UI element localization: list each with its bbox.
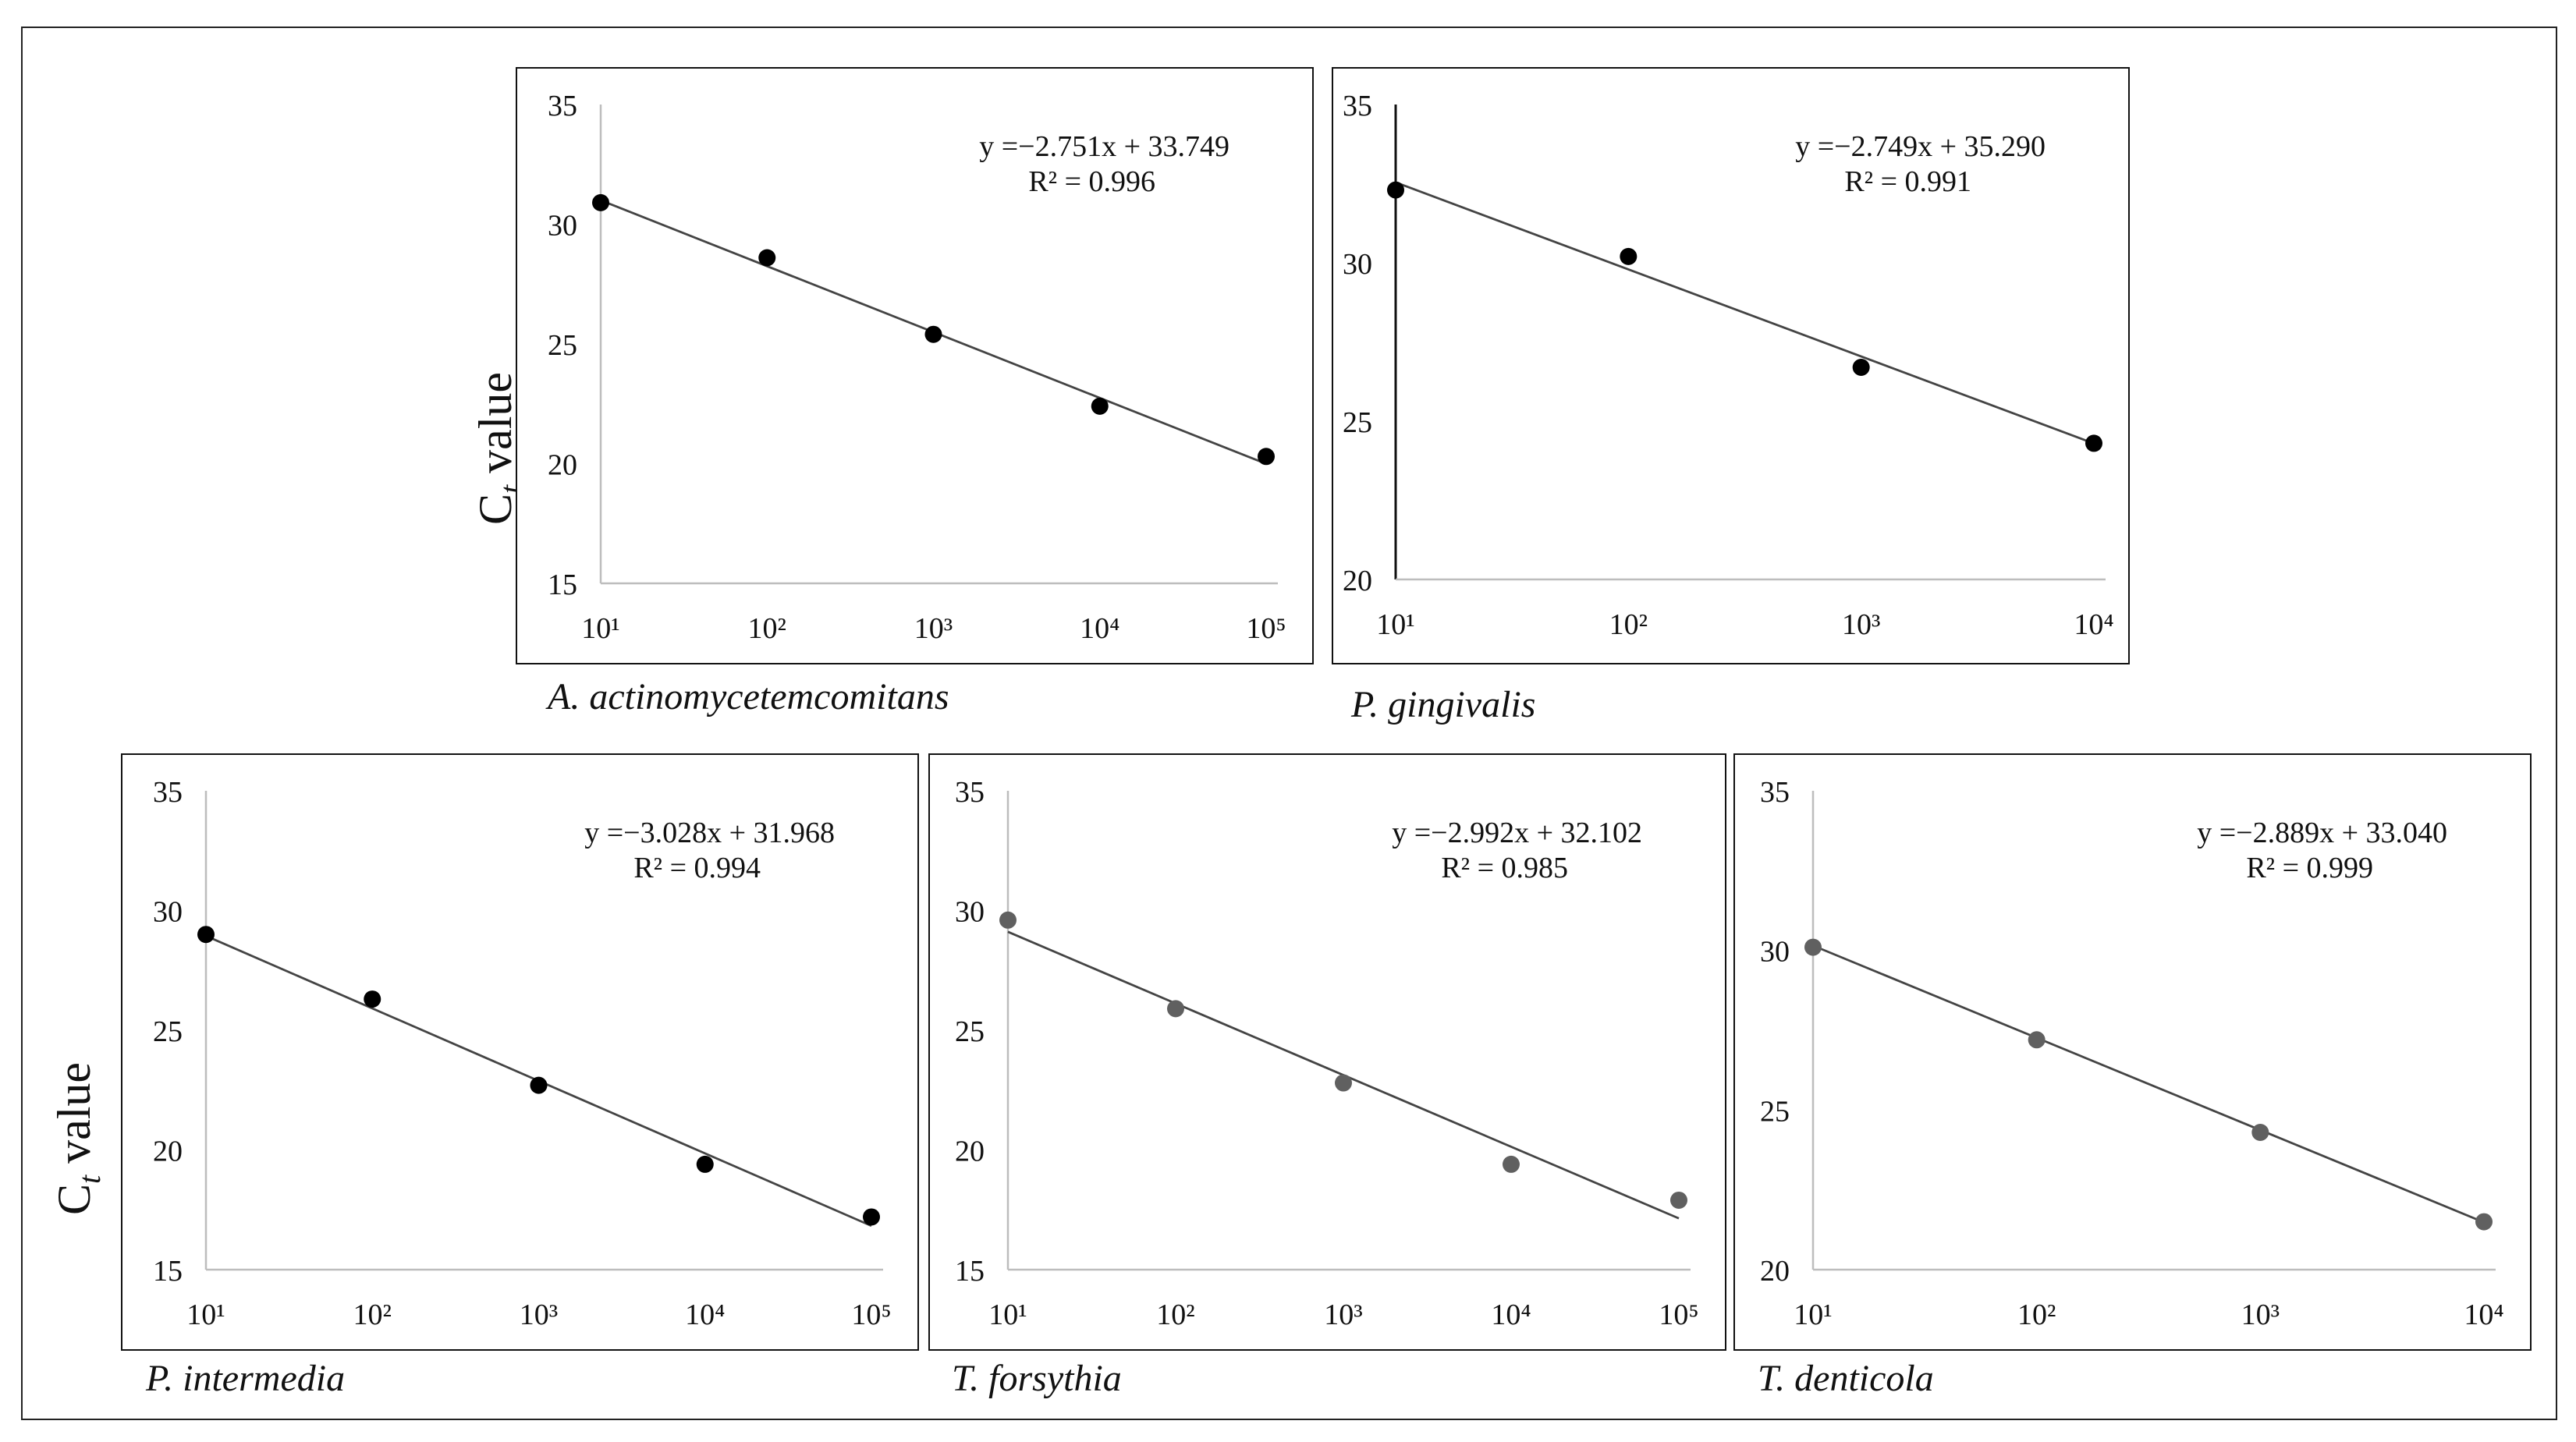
y-tick-label: 20 [955,1136,985,1168]
y-tick-label: 35 [955,776,985,809]
y-tick-label: 30 [548,210,577,243]
x-tick-label: 10³ [1324,1299,1362,1331]
chart-svg-pi: 15 20 25 30 35 10¹ 10² 10³ 10⁴ 10⁵ y =−3.028x + 31… [153,776,892,1331]
x-tick-label: 10³ [914,612,953,645]
x-tick-label: 10⁴ [2464,1299,2503,1331]
y-tick-label: 25 [1343,406,1372,439]
chart-panel-t-denticola: 20 25 30 35 10¹ 10² 10³ 10⁴ y =−2.889x + 33.040 R… [1733,753,2532,1351]
data-point [2475,1213,2493,1231]
y-tick-label: 35 [1343,90,1372,122]
y-tick-label: 15 [153,1255,183,1288]
y-tick-label: 15 [955,1255,985,1288]
data-point [1852,358,1870,376]
y-tick-label: 25 [548,329,577,362]
data-point [1091,397,1109,415]
chart-svg-tf: 15 20 25 30 35 10¹ 10² 10³ 10⁴ 10⁵ y =−2.992x + 32… [955,776,1699,1331]
chart-panel-p-intermedia: 15 20 25 30 35 10¹ 10² 10³ 10⁴ 10⁵ y =−3.028x + 31… [121,753,919,1351]
trendline [1812,944,2485,1224]
x-tick-label: 10³ [2241,1299,2280,1331]
x-tick-label: 10² [353,1299,392,1331]
chart-panel-a-actinomycetemcomitans: 15 20 25 30 35 10¹ 10² 10³ 10⁴ 10⁵ y =−2.751x + 33… [516,67,1314,664]
x-tick-label: 10¹ [1376,608,1414,641]
x-tick-label: 10⁴ [2074,608,2113,641]
x-tick-label: 10⁴ [1491,1299,1531,1331]
chart-svg-pg: 20 25 30 35 10¹ 10² 10³ 10⁴ y =−2.749x + 35.290R… [1343,90,2114,641]
x-tick-label: 10² [748,612,786,645]
data-point [1620,247,1637,265]
data-point [1335,1074,1352,1092]
y-tick-label: 35 [548,90,577,122]
x-tick-label: 10³ [1842,608,1880,641]
data-point [696,1155,714,1173]
x-tick-label: 10¹ [581,612,619,645]
data-point [197,926,215,944]
data-point [530,1076,548,1094]
y-tick-label: 35 [153,776,183,809]
data-point [2085,434,2102,452]
r-squared-label: R² = 0.985 [1441,852,1568,884]
x-tick-label: 10⁵ [851,1299,891,1331]
y-tick-label: 20 [153,1136,183,1168]
trendline-equation: y =−2.889x + 33.040 [2197,817,2447,849]
y-tick-label: 30 [153,896,183,929]
data-point [1670,1191,1687,1209]
species-caption-p-intermedia: P. intermedia [146,1358,346,1399]
species-caption-t-denticola: T. denticola [1758,1358,1934,1399]
x-tick-label: 10² [1609,608,1648,641]
r-squared-label: R² = 0.991 [1844,165,1971,198]
r-squared-label: R² = 0.996 [1028,165,1155,198]
y-axis-label-bottom: Ct value [48,1061,107,1216]
y-tick-label: 25 [153,1015,183,1048]
trendline-equation: y =−2.749x + 35.290 [1795,130,2046,163]
data-point [924,325,942,343]
x-tick-label: 10² [1156,1299,1194,1331]
x-tick-label: 10¹ [1794,1299,1832,1331]
y-tick-label: 20 [1343,565,1372,597]
species-caption-p-gingivalis: P. gingivalis [1351,684,1536,725]
x-tick-label: 10¹ [988,1299,1027,1331]
y-tick-label: 20 [1760,1255,1790,1288]
y-tick-label: 35 [1760,776,1790,809]
r-squared-label: R² = 0.994 [633,852,761,884]
y-tick-label: 25 [1760,1095,1790,1128]
x-tick-label: 10⁵ [1659,1299,1698,1331]
y-axis-label-top: Ct value [470,371,528,526]
data-point [592,193,609,211]
data-point [1167,1000,1184,1018]
trendline [1395,181,2095,445]
x-tick-label: 10³ [520,1299,558,1331]
chart-panel-p-gingivalis: 20 25 30 35 10¹ 10² 10³ 10⁴ y =−2.749x + 35.290 R… [1332,67,2130,664]
species-caption-t-forsythia: T. forsythia [952,1358,1122,1399]
y-tick-label: 30 [955,896,985,929]
y-tick-label: 15 [548,569,577,601]
chart-panel-t-forsythia: 15 20 25 30 35 10¹ 10² 10³ 10⁴ 10⁵ y =−2.992x + 32… [928,753,1726,1351]
data-point [1503,1155,1520,1173]
data-point [1804,938,1822,956]
y-tick-label: 20 [548,449,577,482]
x-tick-label: 10¹ [186,1299,225,1331]
trendline-equation: y =−2.992x + 32.102 [1392,817,1642,849]
chart-svg-aa: 15 20 25 30 35 10¹ 10² 10³ 10⁴ 10⁵ y =−2.751x + 33… [548,90,1286,645]
x-tick-label: 10⁴ [685,1299,725,1331]
x-tick-label: 10⁵ [1246,612,1286,645]
data-point [758,249,776,267]
species-caption-a-actinomycetemcomitans: A. actinomycetemcomitans [548,676,949,717]
data-point [2251,1123,2269,1141]
data-point [364,990,381,1008]
trendline-equation: y =−3.028x + 31.968 [584,817,835,849]
x-tick-label: 10² [2017,1299,2056,1331]
trendline-equation: y =−2.751x + 33.749 [979,130,1229,163]
x-tick-label: 10⁴ [1080,612,1119,645]
data-point [999,911,1017,929]
y-tick-label: 30 [1760,936,1790,969]
r-squared-label: R² = 0.999 [2246,852,2373,884]
y-tick-label: 30 [1343,248,1372,281]
data-point [1258,448,1275,466]
figure-frame [21,27,2557,1420]
data-point [2028,1031,2046,1049]
data-point [1387,181,1404,199]
y-tick-label: 25 [955,1015,985,1048]
chart-svg-td: 20 25 30 35 10¹ 10² 10³ 10⁴ y =−2.889x + 33.040R… [1760,776,2504,1331]
data-point [863,1208,880,1226]
